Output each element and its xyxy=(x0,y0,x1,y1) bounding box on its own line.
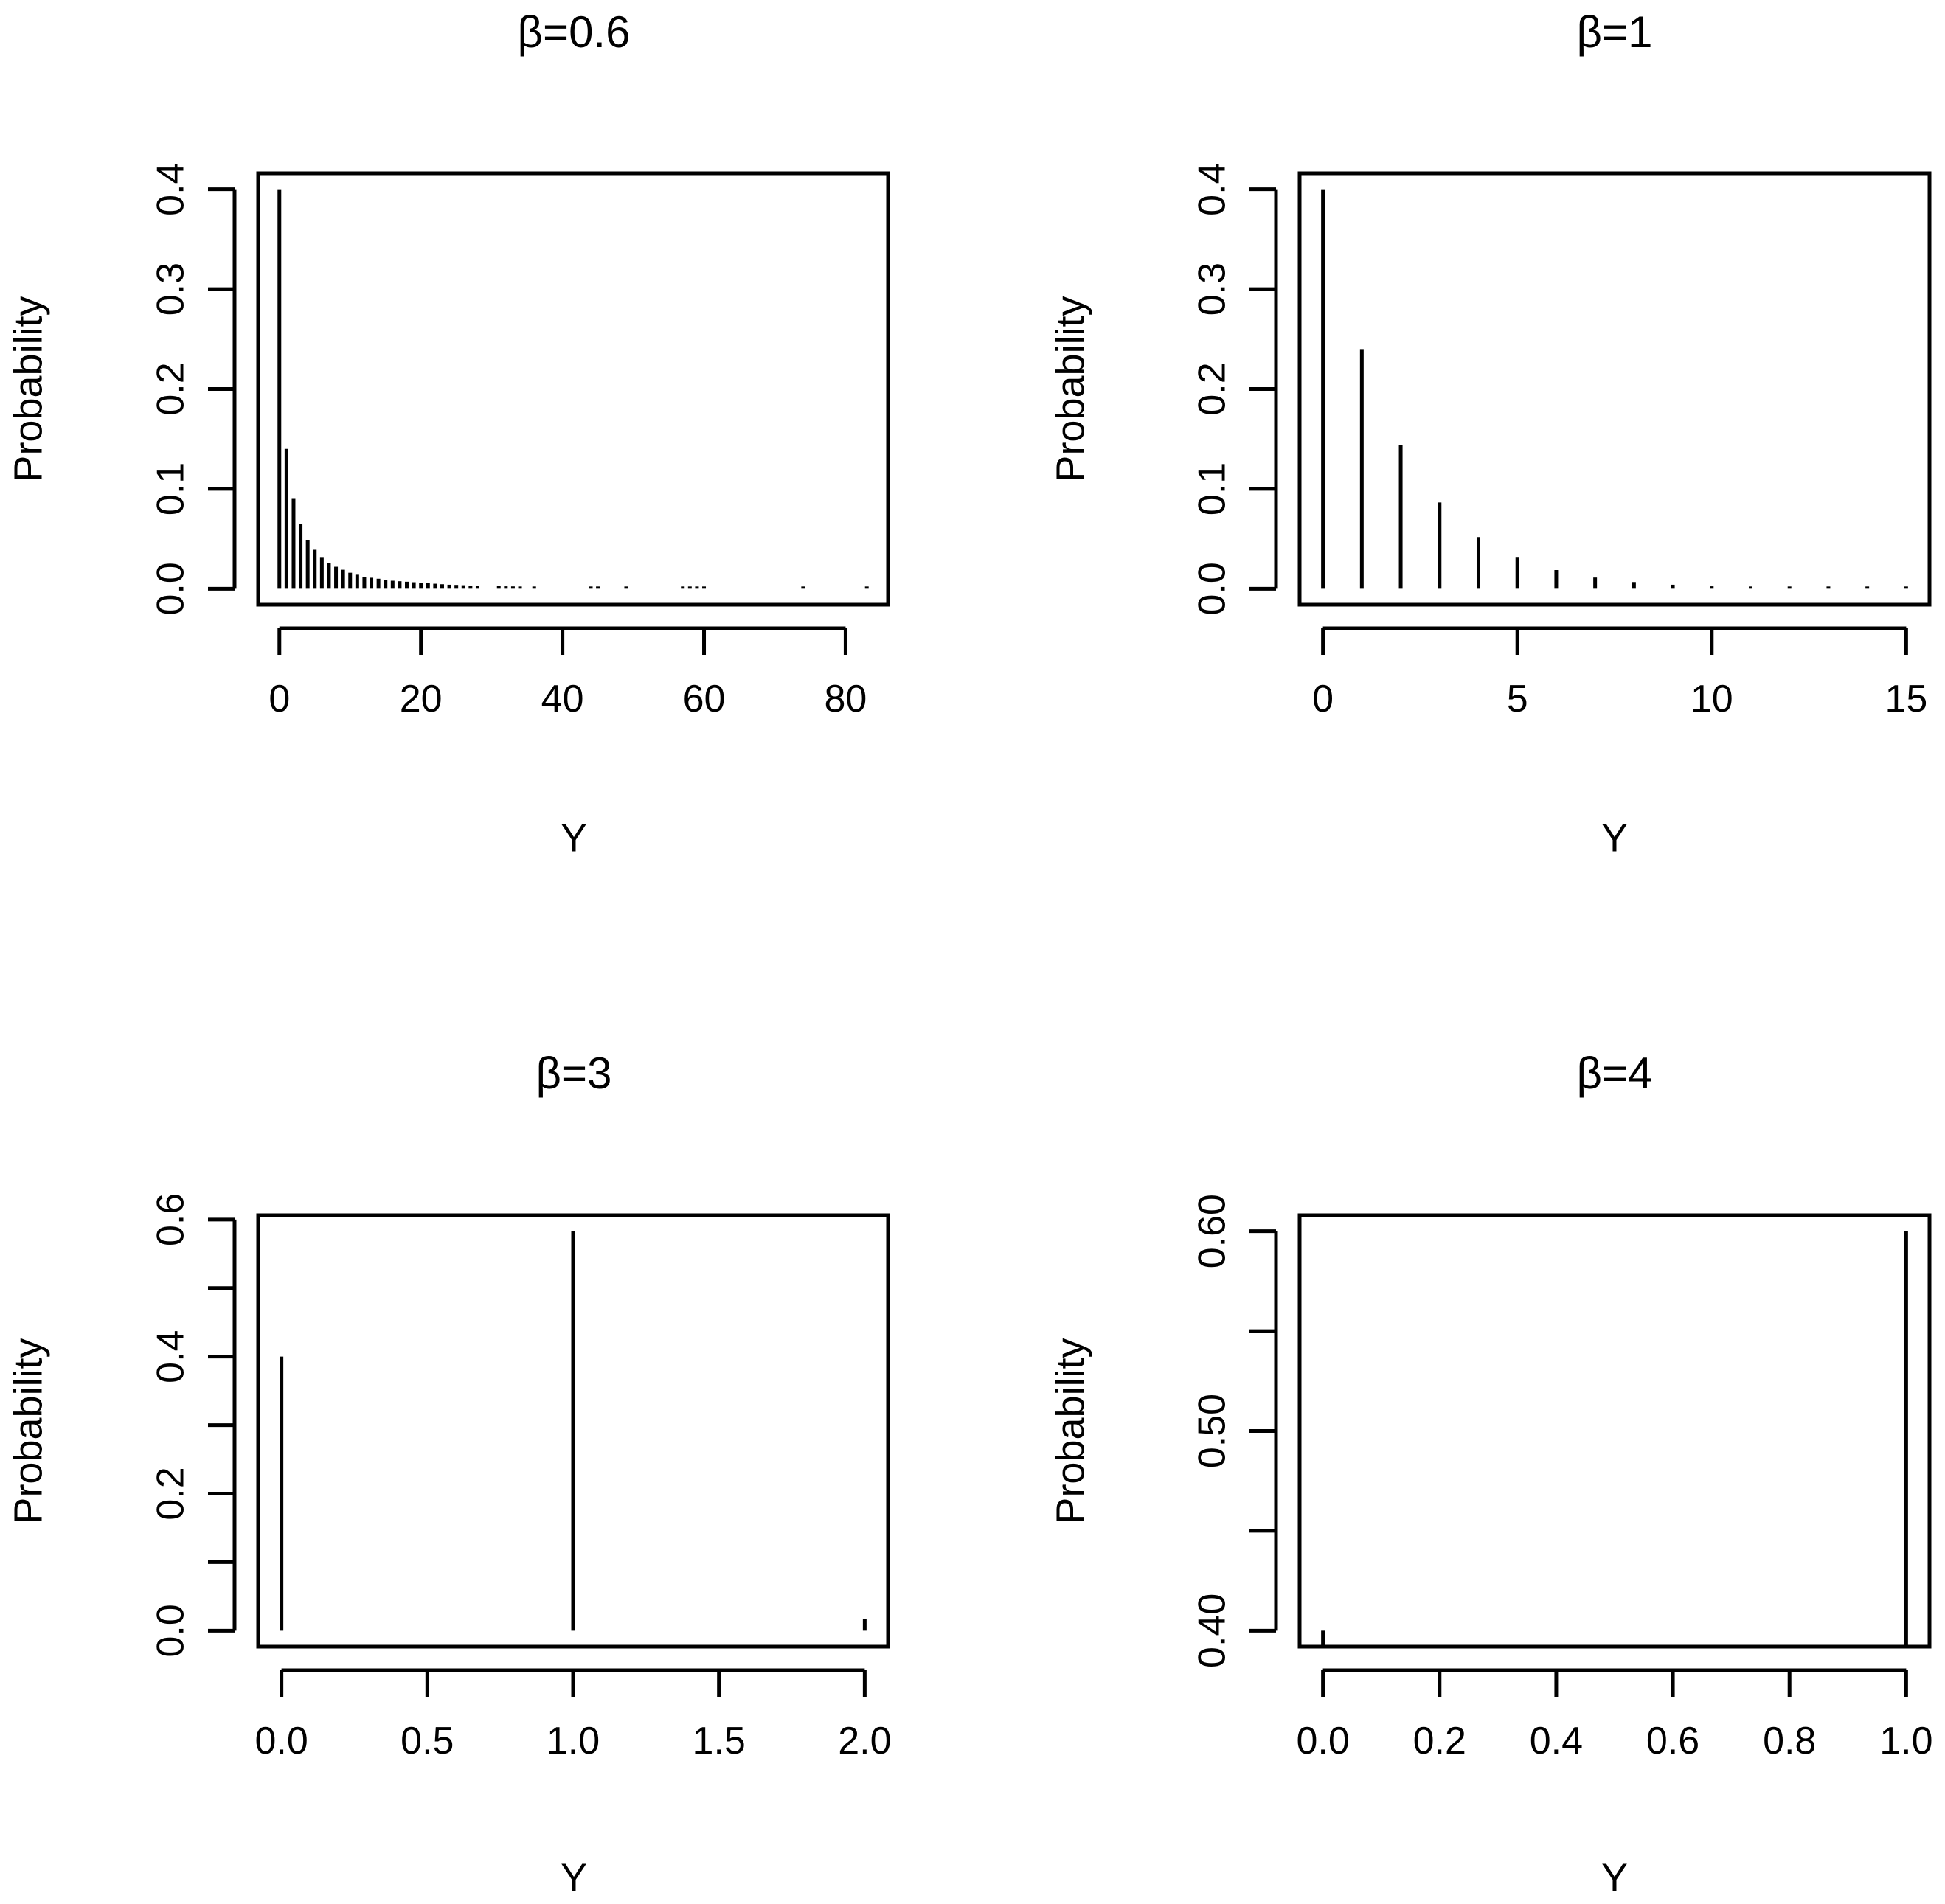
panel-title: β=1 xyxy=(1577,7,1653,57)
x-tick-label: 1.0 xyxy=(1879,1720,1932,1762)
x-tick-label: 0.0 xyxy=(254,1720,308,1762)
x-tick-label: 20 xyxy=(400,678,443,720)
x-tick-label: 0 xyxy=(1312,678,1334,720)
x-axis-label: Y xyxy=(1601,1855,1628,1900)
y-axis-label: Probability xyxy=(1048,1338,1092,1523)
plot-frame xyxy=(256,1213,890,1649)
chart-panel-3: β=3 0.0 0.5 1.0 1.5 2.0 0.0 0.2 0.4 0.6 Y Probabili… xyxy=(6,1049,891,1900)
y-tick-label: 0.2 xyxy=(150,362,193,415)
panel-title: β=0.6 xyxy=(518,7,631,57)
y-tick-label: 0.4 xyxy=(1191,163,1234,216)
y-tick-label: 0.1 xyxy=(1191,462,1234,515)
y-tick-label: 0.0 xyxy=(150,562,193,615)
panel-title: β=3 xyxy=(536,1049,612,1098)
x-tick-label: 0 xyxy=(268,678,290,720)
y-tick-label: 0.1 xyxy=(150,462,193,515)
x-axis-label: Y xyxy=(1601,816,1628,860)
x-tick-label: 0.2 xyxy=(1413,1720,1466,1762)
y-tick-label: 0.40 xyxy=(1191,1594,1234,1668)
chart-panel-4: β=4 0.0 0.2 0.4 0.6 0.8 1.0 0.40 0.50 0.60 Y Probab… xyxy=(1048,1049,1932,1900)
y-tick-label: 0.2 xyxy=(1191,362,1234,415)
y-tick-label: 0.60 xyxy=(1191,1194,1234,1268)
y-tick-label: 0.0 xyxy=(1191,562,1234,615)
y-tick-label: 0.6 xyxy=(150,1193,193,1246)
y-tick-label: 0.3 xyxy=(150,263,193,316)
x-tick-label: 0.0 xyxy=(1296,1720,1349,1762)
y-axis-label: Probability xyxy=(1048,296,1092,482)
x-tick-label: 1.0 xyxy=(547,1720,600,1762)
y-tick-label: 0.2 xyxy=(150,1467,193,1520)
chart-panel-1: β=0.6 0 20 40 60 80 0.0 0.1 0.2 0.3 0.4 Y Probabilit… xyxy=(6,7,890,860)
x-tick-label: 60 xyxy=(683,678,726,720)
x-tick-label: 0.4 xyxy=(1530,1720,1583,1762)
y-axis-label: Probability xyxy=(6,1338,50,1523)
y-tick-label: 0.4 xyxy=(150,1330,193,1383)
y-tick-label: 0.0 xyxy=(150,1604,193,1657)
x-tick-label: 40 xyxy=(541,678,584,720)
y-axis-label: Probability xyxy=(6,296,50,482)
x-tick-label: 0.5 xyxy=(401,1720,454,1762)
plot-frame xyxy=(1297,1213,1932,1649)
y-tick-label: 0.4 xyxy=(150,163,193,216)
x-tick-label: 80 xyxy=(825,678,867,720)
x-tick-label: 15 xyxy=(1885,678,1927,720)
plot-frame xyxy=(256,171,890,607)
y-tick-label: 0.3 xyxy=(1191,263,1234,316)
chart-panel-2: β=1 0 5 10 15 0.0 0.1 0.2 0.3 0.4 Y Probability xyxy=(1048,7,1932,860)
x-tick-label: 10 xyxy=(1691,678,1733,720)
x-tick-label: 2.0 xyxy=(838,1720,891,1762)
x-tick-label: 0.6 xyxy=(1646,1720,1699,1762)
x-tick-label: 0.8 xyxy=(1763,1720,1816,1762)
x-axis-label: Y xyxy=(561,816,587,860)
x-axis-label: Y xyxy=(561,1855,587,1900)
x-tick-label: 5 xyxy=(1507,678,1528,720)
plot-frame xyxy=(1297,171,1932,607)
y-tick-label: 0.50 xyxy=(1191,1394,1234,1468)
x-tick-label: 1.5 xyxy=(693,1720,746,1762)
panel-title: β=4 xyxy=(1577,1049,1653,1098)
